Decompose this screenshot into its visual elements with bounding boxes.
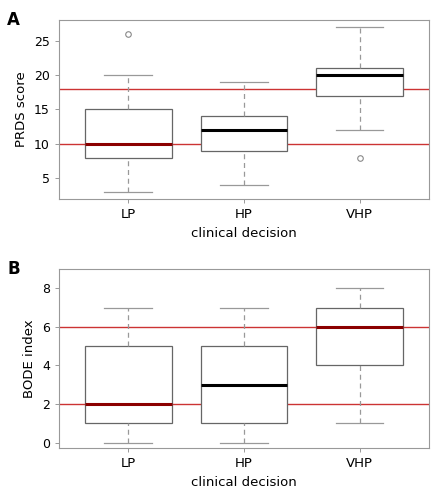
X-axis label: clinical decision: clinical decision <box>191 476 297 489</box>
Text: A: A <box>7 11 20 29</box>
X-axis label: clinical decision: clinical decision <box>191 226 297 239</box>
Bar <box>85 346 172 424</box>
Bar <box>316 308 403 366</box>
Bar <box>201 346 287 424</box>
Bar <box>201 116 287 151</box>
Text: B: B <box>7 260 20 278</box>
Bar <box>316 68 403 96</box>
Bar <box>85 110 172 158</box>
Y-axis label: BODE index: BODE index <box>23 320 36 398</box>
Y-axis label: PRDS score: PRDS score <box>15 72 29 148</box>
